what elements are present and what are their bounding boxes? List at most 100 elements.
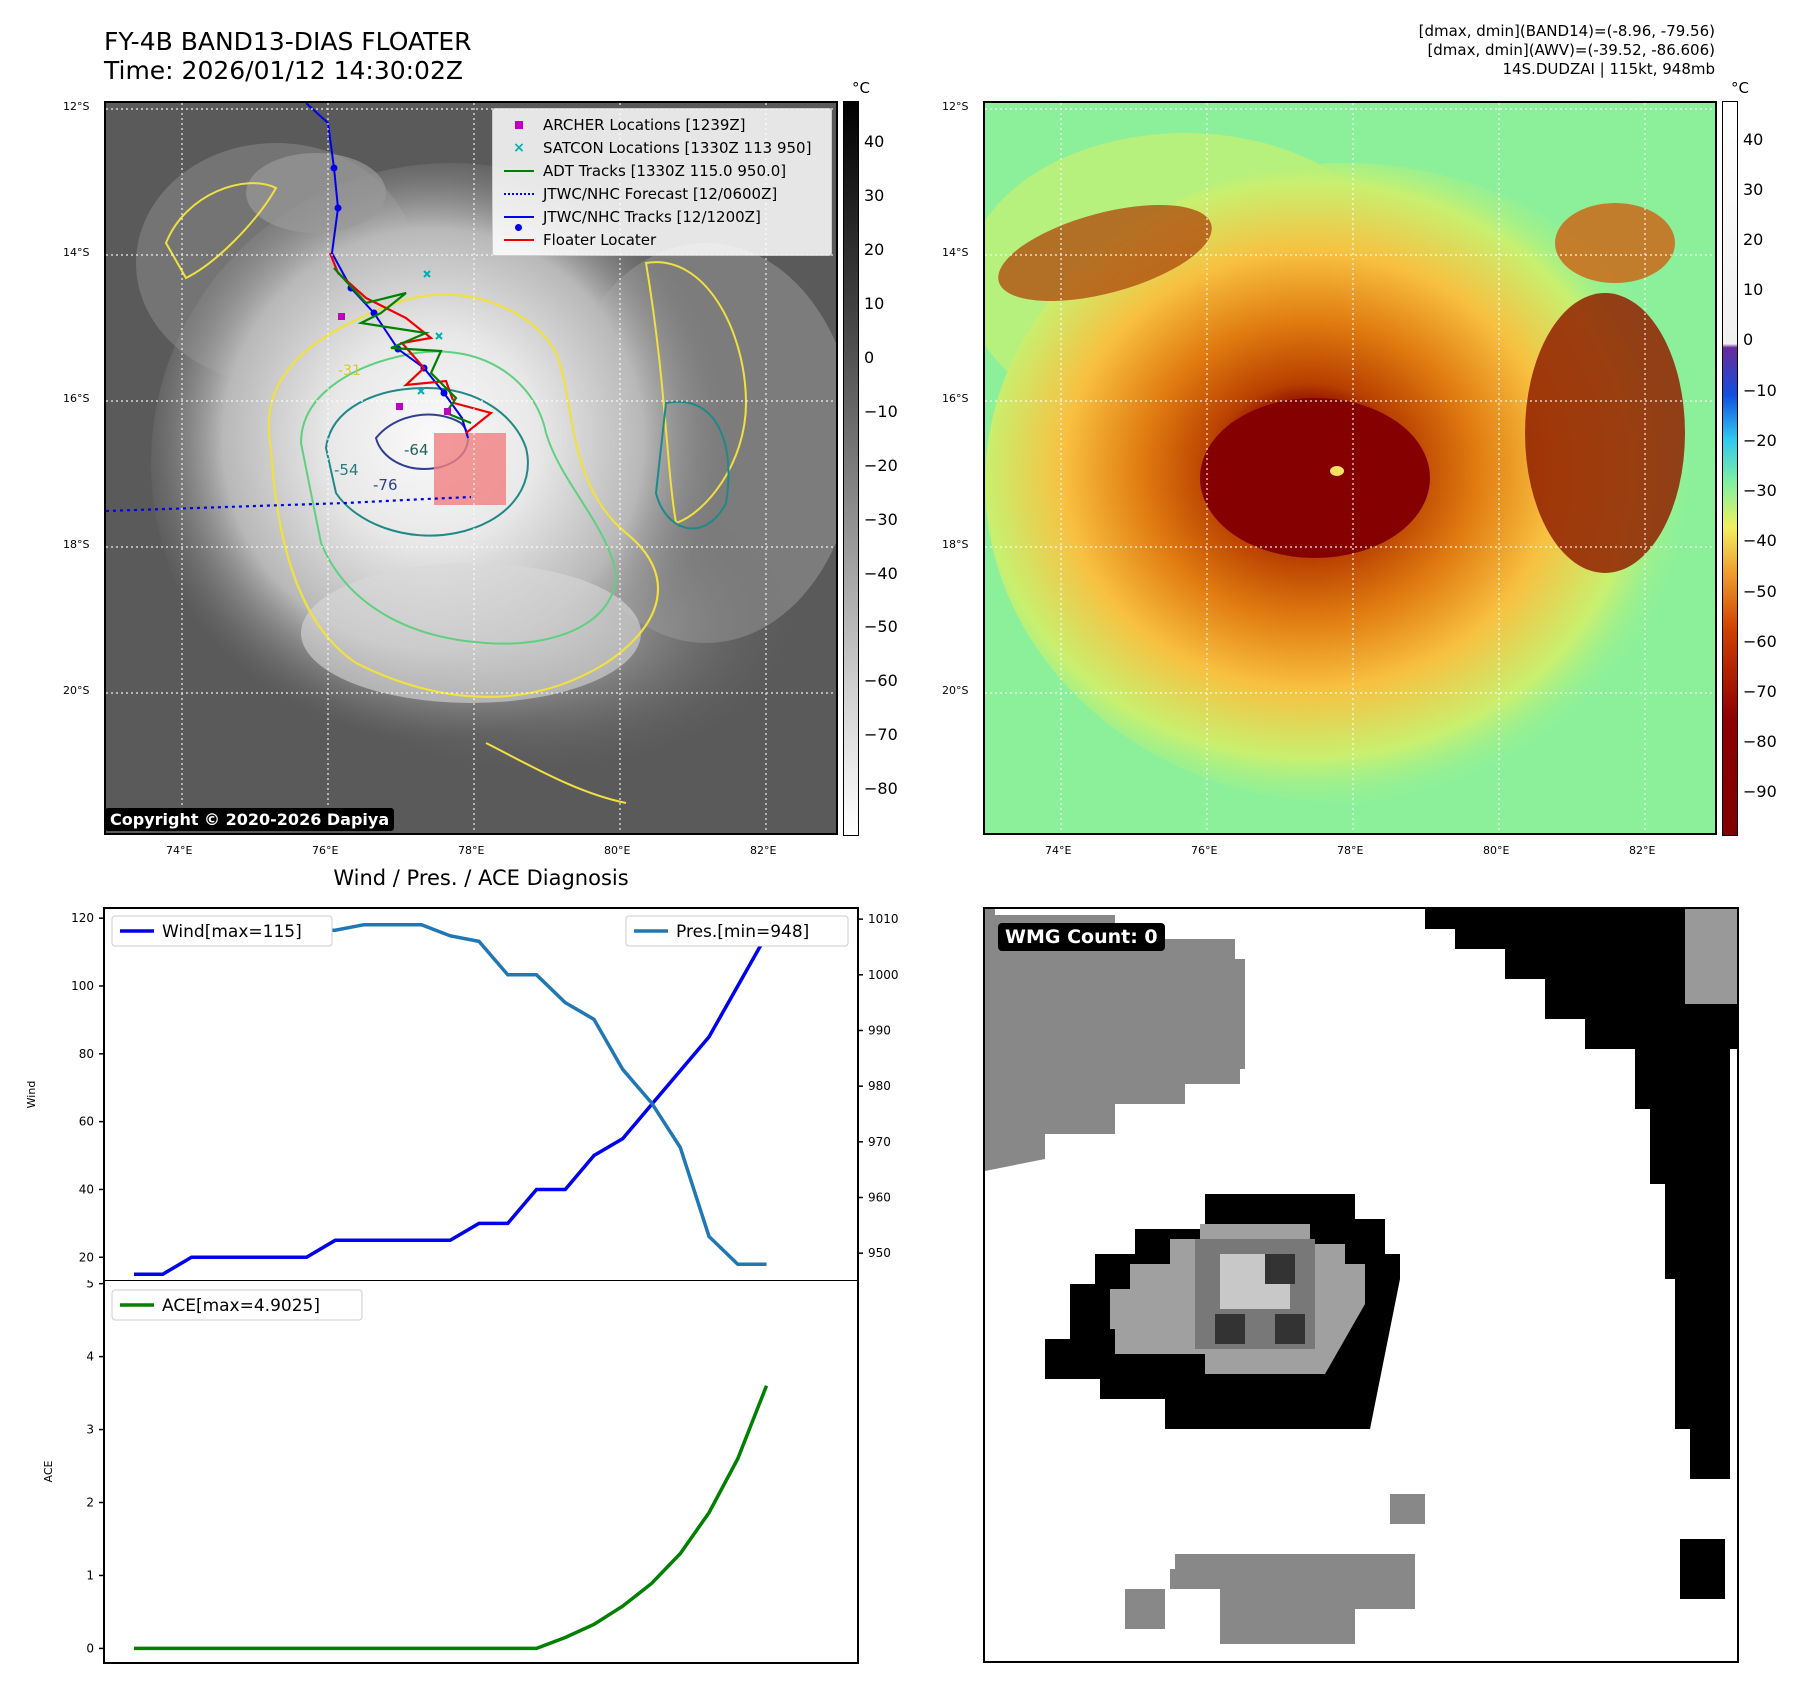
ace-ytick-label: 2 xyxy=(86,1496,94,1510)
ir-lat-16s: 16°S xyxy=(63,392,90,405)
figure-title-line1: FY-4B BAND13-DIAS FLOATER xyxy=(104,27,472,56)
awv-colorbar xyxy=(1722,101,1738,836)
floater-box xyxy=(434,433,506,505)
ir-lon-82e: 82°E xyxy=(750,844,777,857)
ir-colorbar-unit: °C xyxy=(852,79,870,97)
ir-colorbar-tick: 20 xyxy=(864,240,885,260)
svg-text:Wind[max=115]: Wind[max=115] xyxy=(162,922,302,942)
legend-item-archer: ARCHER Locations [1239Z] xyxy=(501,113,823,136)
awv-eyewall xyxy=(1200,398,1430,558)
pres-ytick-label: 1010 xyxy=(868,912,899,926)
wmg-gray-region xyxy=(985,909,1245,1171)
diag-title: Wind / Pres. / ACE Diagnosis xyxy=(333,866,629,890)
ir-colorbar-tick: 30 xyxy=(864,186,885,206)
contour-minus54 xyxy=(299,350,618,645)
ir-colorbar-tick: −80 xyxy=(864,779,898,799)
pressure-legend: Pres.[min=948] xyxy=(625,915,849,947)
wind-ytick-label: 100 xyxy=(71,979,94,993)
contour-label-76: -76 xyxy=(373,476,398,494)
awv-lat-18s: 18°S xyxy=(942,538,969,551)
legend-item-forecast: JTWC/NHC Forecast [12/0600Z] xyxy=(501,182,823,205)
wmg-bottom-gray xyxy=(1125,1554,1415,1644)
wind-ytick-label: 60 xyxy=(79,1115,94,1129)
awv-lon-76e: 76°E xyxy=(1191,844,1218,857)
awv-lon-82e: 82°E xyxy=(1629,844,1656,857)
ir-lat-20s: 20°S xyxy=(63,684,90,697)
wmg-count-badge: WMG Count: 0 xyxy=(998,923,1165,951)
ir-lon-76e: 76°E xyxy=(312,844,339,857)
wmg-svg xyxy=(985,909,1737,1644)
awv-lon-74e: 74°E xyxy=(1045,844,1072,857)
legend-item-jtwc: JTWC/NHC Tracks [12/1200Z] xyxy=(501,205,823,231)
line-dot-icon xyxy=(501,215,537,231)
line-icon xyxy=(501,238,537,241)
wind-legend: Wind[max=115] xyxy=(111,915,333,947)
legend-item-adt: ADT Tracks [1330Z 115.0 950.0] xyxy=(501,159,823,182)
info-line2: [dmax, dmin](AWV)=(-39.52, -86.606) xyxy=(1427,41,1715,59)
awv-lon-80e: 80°E xyxy=(1483,844,1510,857)
contour-minus31 xyxy=(267,293,660,698)
ir-colorbar-tick: −20 xyxy=(864,455,898,475)
awv-eye xyxy=(1330,466,1344,476)
awv-colorbar-tick: 40 xyxy=(1743,129,1764,149)
wind-ylabel: Wind xyxy=(25,1081,38,1109)
ir-legend: ARCHER Locations [1239Z] × SATCON Locati… xyxy=(492,108,832,256)
legend-item-floater: Floater Locater xyxy=(501,228,823,251)
ir-colorbar-tick: 0 xyxy=(864,348,875,367)
ir-colorbar-tick: −50 xyxy=(864,617,898,637)
ace-ytick-label: 4 xyxy=(86,1350,94,1364)
square-marker-icon xyxy=(501,120,537,129)
awv-colorbar-tick: −70 xyxy=(1743,681,1777,701)
pres-ytick-label: 980 xyxy=(868,1079,891,1093)
wind-plot-frame xyxy=(103,907,859,1282)
ir-lon-80e: 80°E xyxy=(604,844,631,857)
wmg-black-region xyxy=(1425,909,1737,1479)
ir-colorbar-tick: 10 xyxy=(864,294,885,314)
ir-lat-14s: 14°S xyxy=(63,246,90,259)
ir-colorbar-tick: −10 xyxy=(864,401,898,421)
figure-title-line2: Time: 2026/01/12 14:30:02Z xyxy=(104,56,463,85)
pres-ytick-label: 960 xyxy=(868,1190,891,1204)
contour-label-54: -54 xyxy=(334,461,359,479)
info-line1: [dmax, dmin](BAND14)=(-8.96, -79.56) xyxy=(1418,22,1715,40)
awv-colorbar-tick: −40 xyxy=(1743,531,1777,551)
ir-lon-74e: 74°E xyxy=(166,844,193,857)
wind-ytick-label: 20 xyxy=(79,1250,94,1264)
floater-locater-track xyxy=(328,252,494,434)
line-icon xyxy=(501,169,537,172)
wind-ytick-label: 80 xyxy=(79,1047,94,1061)
ir-colorbar-tick: −60 xyxy=(864,671,898,691)
copyright-badge: Copyright © 2020-2026 Dapiya xyxy=(106,808,395,831)
dotted-line-icon xyxy=(501,192,537,195)
svg-text:Pres.[min=948]: Pres.[min=948] xyxy=(676,922,809,942)
ir-lon-78e: 78°E xyxy=(458,844,485,857)
awv-colorbar-tick: −20 xyxy=(1743,430,1777,450)
awv-colorbar-tick: 20 xyxy=(1743,230,1764,250)
contour-label-64: -64 xyxy=(404,441,429,459)
awv-colorbar-tick: −80 xyxy=(1743,732,1777,752)
ir-colorbar-tick: −70 xyxy=(864,725,898,745)
ace-chart: 0 1 2 3 4 5 ACE ACE[max=4.9025] xyxy=(42,1280,859,1664)
pres-ytick-label: 970 xyxy=(868,1135,891,1149)
pres-ytick-label: 990 xyxy=(868,1023,891,1037)
awv-colorbar-tick: 10 xyxy=(1743,280,1764,300)
awv-lat-20s: 20°S xyxy=(942,684,969,697)
awv-colorbar-tick: −60 xyxy=(1743,631,1777,651)
awv-lon-78e: 78°E xyxy=(1337,844,1364,857)
ir-lat-18s: 18°S xyxy=(63,538,90,551)
contour-minus64 xyxy=(324,386,529,537)
ace-plot-frame xyxy=(103,1280,859,1664)
ace-ytick-label: 0 xyxy=(86,1641,94,1655)
x-marker-icon: × xyxy=(513,139,525,156)
awv-lat-16s: 16°S xyxy=(942,392,969,405)
ir-colorbar xyxy=(843,101,859,836)
info-line3: 14S.DUDZAI | 115kt, 948mb xyxy=(1502,60,1715,78)
ir-lat-12s: 12°S xyxy=(63,100,90,113)
awv-colorbar-tick: −90 xyxy=(1743,782,1777,802)
awv-colorbar-unit: °C xyxy=(1731,79,1749,97)
awv-colorbar-tick: −50 xyxy=(1743,581,1777,601)
ir-colorbar-tick: 40 xyxy=(864,132,885,152)
pres-ytick-label: 950 xyxy=(868,1246,891,1260)
ir-map-panel: -31 -54 -64 -76 xyxy=(104,101,838,835)
awv-lat-12s: 12°S xyxy=(942,100,969,113)
